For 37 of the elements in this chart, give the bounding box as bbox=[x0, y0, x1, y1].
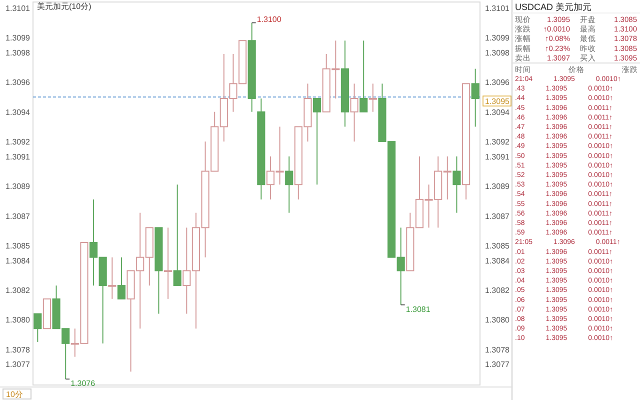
y-tick-label: 1.3094 bbox=[6, 108, 31, 117]
y-tick-label: 1.3084 bbox=[6, 256, 31, 266]
y-tick-label: 1.3078 bbox=[6, 345, 31, 354]
y2-tick-label: 1.3098 bbox=[485, 48, 510, 58]
annotation: 1.3100 bbox=[256, 14, 282, 24]
y2-tick-label: 1.3087 bbox=[485, 212, 510, 221]
y-tick-label: 1.3099 bbox=[6, 34, 31, 43]
y-tick-label: 1.3085 bbox=[6, 241, 31, 250]
y-tick-label: 1.3080 bbox=[6, 316, 31, 325]
text: USDCAD 美元加元 bbox=[515, 2, 592, 12]
y-tick-label: 1.3101 bbox=[6, 4, 31, 13]
y2-tick-label: 1.3078 bbox=[485, 345, 510, 354]
y-tick-label: 1.3082 bbox=[6, 286, 31, 295]
y2-tick-label: 1.3099 bbox=[485, 34, 510, 43]
y2-tick-label: 1.3092 bbox=[485, 138, 510, 147]
y2-tick-label: 1.3077 bbox=[485, 360, 510, 370]
y-tick-label: 1.3089 bbox=[6, 182, 31, 192]
ref-line-label: 1.3095 bbox=[485, 97, 510, 106]
chart-title: 美元加元(10分) bbox=[37, 2, 92, 11]
y2-tick-label: 1.3080 bbox=[485, 316, 510, 325]
annotation: 1.3076 bbox=[70, 379, 96, 388]
y2-tick-label: 1.3101 bbox=[485, 4, 510, 13]
y2-tick-label: 1.3094 bbox=[485, 108, 510, 117]
y2-tick-label: 1.3096 bbox=[485, 78, 510, 88]
y-tick-label: 1.3091 bbox=[6, 152, 31, 162]
annotation: 1.3081 bbox=[406, 304, 431, 314]
y2-tick-label: 1.3085 bbox=[485, 241, 510, 250]
y-tick-label: 1.3077 bbox=[6, 360, 31, 370]
y2-tick-label: 1.3084 bbox=[485, 256, 510, 266]
y2-tick-label: 1.3091 bbox=[485, 152, 510, 162]
y-tick-label: 1.3096 bbox=[6, 78, 31, 88]
y-tick-label: 1.3098 bbox=[6, 48, 31, 58]
y2-tick-label: 1.3082 bbox=[485, 286, 510, 295]
text: 10分 bbox=[6, 390, 23, 399]
y-tick-label: 1.3092 bbox=[6, 138, 31, 147]
y2-tick-label: 1.3089 bbox=[485, 182, 510, 192]
y-tick-label: 1.3087 bbox=[6, 212, 31, 221]
